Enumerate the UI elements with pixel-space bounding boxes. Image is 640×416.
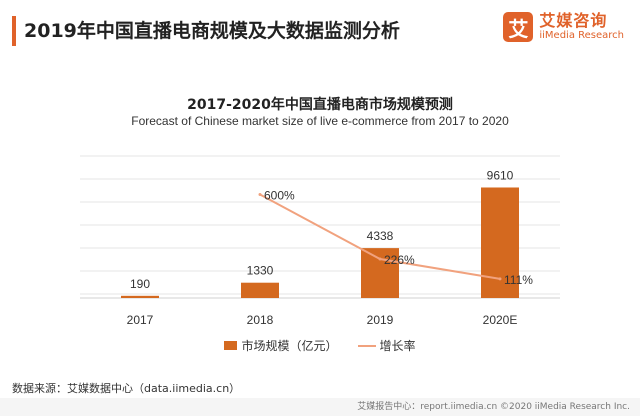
chart-legend: 市场规模（亿元） 增长率 bbox=[0, 337, 640, 354]
x-tick-label-2020E: 2020E bbox=[483, 313, 518, 327]
bar-2017 bbox=[121, 295, 159, 298]
legend-item-market-size: 市场规模（亿元） bbox=[224, 337, 338, 354]
bar-value-label-2019: 4338 bbox=[367, 229, 394, 243]
growth-rate-label-2019: 226% bbox=[384, 253, 415, 267]
growth-rate-point-2018 bbox=[258, 193, 262, 196]
legend-line-swatch bbox=[357, 344, 376, 347]
chart-subtitle: Forecast of Chinese market size of live … bbox=[131, 114, 509, 128]
x-tick-label-2019: 2019 bbox=[367, 313, 394, 327]
iimedia-logo-icon: 艾 bbox=[503, 12, 534, 42]
legend-label-growth-rate: 增长率 bbox=[379, 339, 416, 353]
growth-rate-label-2018: 600% bbox=[264, 189, 295, 203]
chart-title: 2017-2020年中国直播电商市场规模预测 bbox=[187, 97, 453, 113]
bar-value-label-2020E: 9610 bbox=[487, 168, 514, 182]
page-title: 2019年中国直播电商规模及大数据监测分析 bbox=[24, 20, 400, 42]
growth-rate-label-2020E: 111% bbox=[504, 273, 533, 287]
title-accent-bar bbox=[12, 16, 16, 46]
legend-label-market-size: 市场规模（亿元） bbox=[241, 339, 338, 353]
growth-rate-point-2019 bbox=[378, 257, 382, 261]
bar-value-label-2018: 1330 bbox=[247, 264, 274, 278]
brand-text: 艾媒咨询 iiMedia Research bbox=[539, 12, 624, 42]
bar-2019 bbox=[361, 248, 399, 298]
x-tick-label-2017: 2017 bbox=[127, 313, 154, 327]
growth-rate-point-2020E bbox=[498, 277, 502, 281]
brand-name-en: iiMedia Research bbox=[539, 30, 624, 41]
brand-name-cn: 艾媒咨询 bbox=[539, 11, 608, 30]
bar-value-label-2017: 190 bbox=[130, 277, 150, 291]
data-source: 数据来源：艾媒数据中心（data.iimedia.cn） bbox=[12, 382, 241, 395]
bar-2018 bbox=[241, 282, 279, 298]
legend-item-growth-rate: 增长率 bbox=[357, 337, 416, 354]
legend-bar-swatch bbox=[224, 341, 238, 350]
footer: 艾媒报告中心：report.iimedia.cn ©2020 iiMedia R… bbox=[0, 398, 640, 416]
x-tick-label-2018: 2018 bbox=[247, 313, 274, 327]
brand-logo: 艾 艾媒咨询 iiMedia Research bbox=[503, 12, 624, 42]
